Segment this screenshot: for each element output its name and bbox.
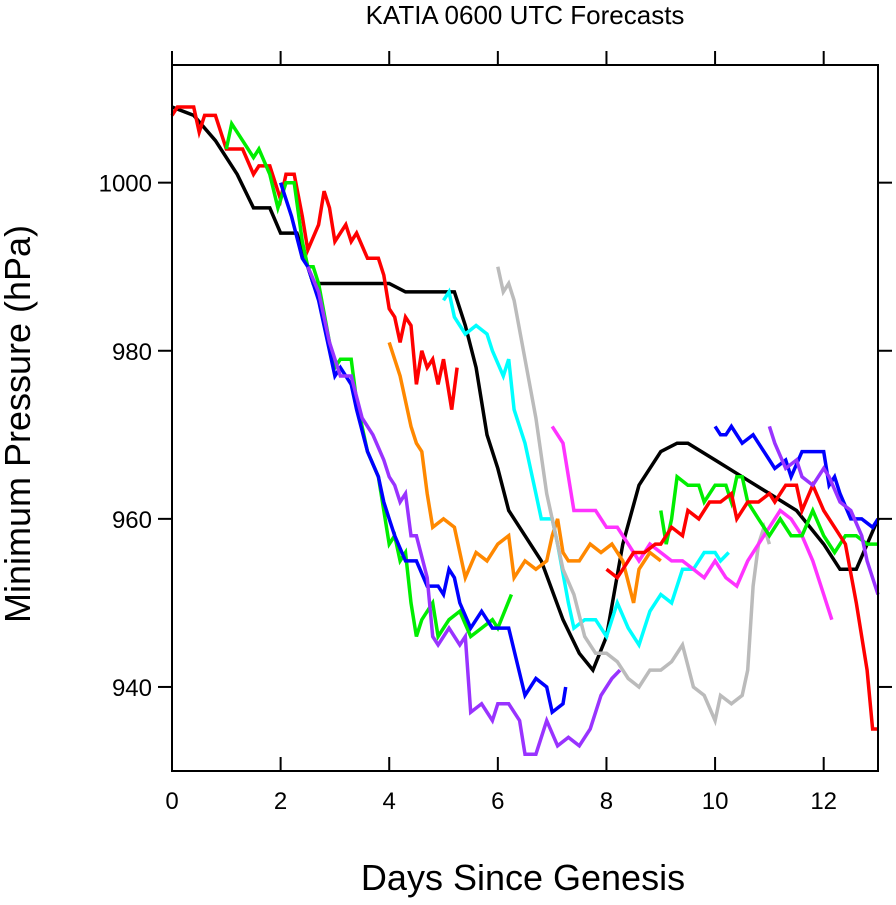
series-line-7 [442, 287, 730, 649]
series-line-2 [170, 105, 459, 410]
x-tick-label: 2 [274, 788, 287, 815]
series-line-4 [278, 182, 568, 716]
y-axis-title: Minimum Pressure (hPa) [0, 225, 38, 623]
plot-frame [171, 64, 879, 772]
y-tick-label: 940 [112, 675, 152, 702]
series-line-9 [550, 425, 834, 621]
series-line-8 [496, 266, 772, 727]
series-line-12 [713, 423, 880, 530]
x-tick-label: 10 [702, 788, 729, 815]
x-tick-label: 4 [383, 788, 396, 815]
series-line-6 [387, 341, 662, 604]
x-tick-label: 0 [165, 788, 178, 815]
series-layer [170, 105, 880, 756]
series-line-11 [605, 480, 878, 731]
chart-title: KATIA 0600 UTC Forecasts [366, 0, 685, 30]
ticks-layer: 0 2 4 6 8 10 12 940 960 980 1000 [99, 51, 892, 815]
x-tick-label: 8 [600, 788, 613, 815]
x-tick-label: 12 [810, 788, 837, 815]
series-line-5 [306, 266, 622, 756]
series-line-1 [171, 105, 880, 674]
x-tick-label: 6 [491, 788, 504, 815]
y-tick-label: 960 [112, 507, 152, 534]
y-tick-label: 1000 [99, 171, 152, 198]
series-line-13 [767, 425, 880, 596]
x-axis-title: Days Since Genesis [361, 857, 685, 898]
series-line-3 [224, 119, 514, 642]
y-tick-label: 980 [112, 339, 152, 366]
